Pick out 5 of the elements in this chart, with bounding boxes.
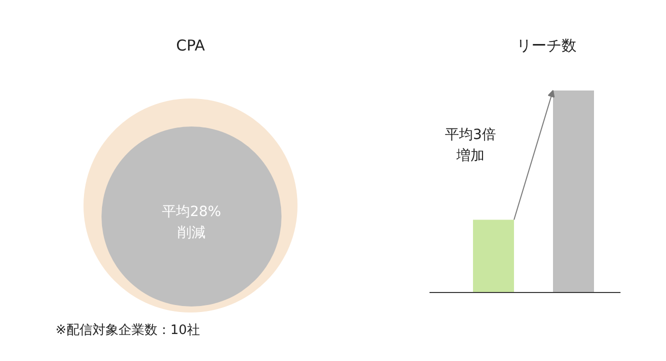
chart-title: リーチ数 xyxy=(516,36,576,54)
text: CPA xyxy=(176,36,206,54)
text: 平均28%削減 xyxy=(162,204,222,241)
text: ※配信対象企業数：10社 xyxy=(56,322,200,338)
annotation: 平均3倍増加 xyxy=(445,127,496,164)
